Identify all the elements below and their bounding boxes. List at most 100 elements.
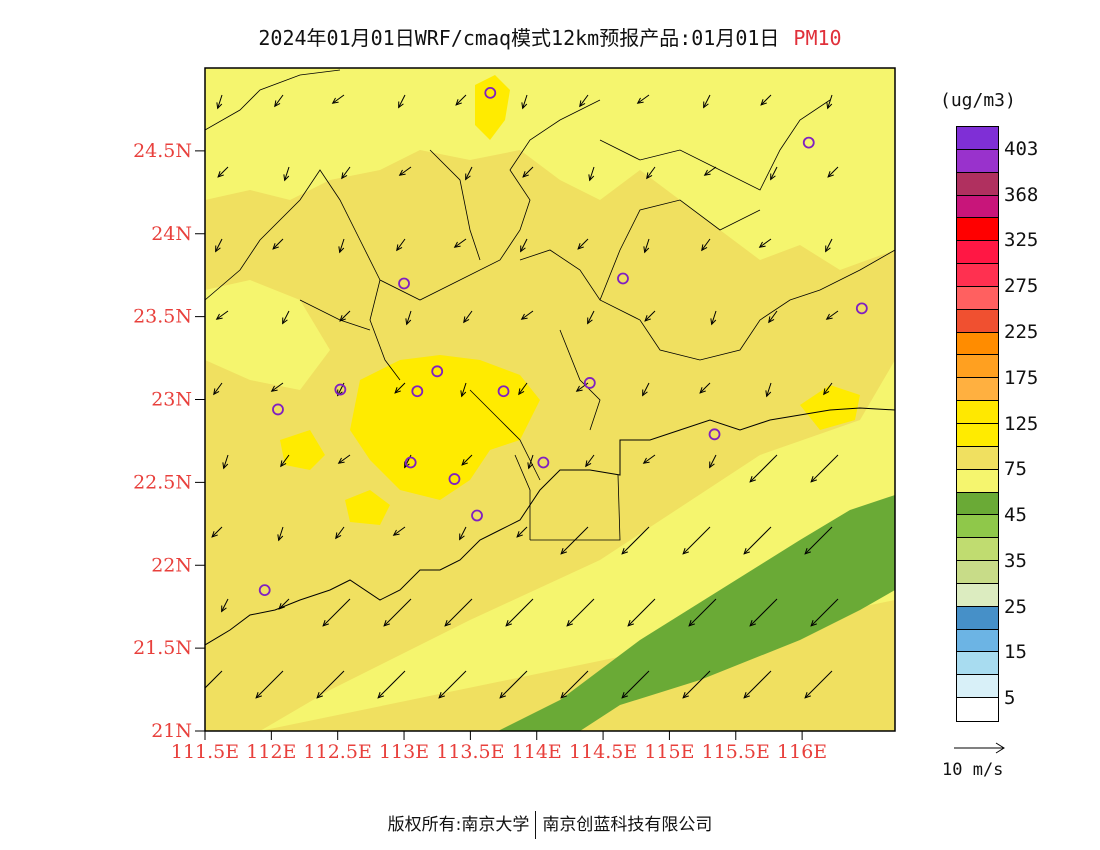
wind-arrow-head [758,241,766,248]
wind-arrow [759,238,772,248]
wind-arrow [211,526,223,538]
wind-arrow-head [825,245,831,253]
wind-arrow-head [216,102,223,110]
wind-arrow [644,310,656,322]
station-marker [497,385,510,398]
wind-arrow [394,382,406,394]
legend-tick-label: 175 [1004,366,1039,389]
wind-arrow [399,166,412,176]
wind-arrow-head [743,548,750,555]
wind-arrow-head [499,692,506,699]
wind-arrow-head [566,620,573,627]
wind-arrow-head [278,603,285,610]
wind-arrow-head [463,316,470,324]
wind-arrow [585,454,595,467]
wind-arrow [398,94,406,108]
wind-arrow [438,670,467,699]
wind-arrow-head [520,245,526,253]
wind-reference-arrow [954,742,1005,754]
wind-arrow [316,670,345,699]
wind-arrow [528,454,534,469]
wind-arrow [703,94,711,108]
wind-arrow-head [394,387,401,394]
wind-arrow-head [215,313,223,320]
legend-unit: (ug/m3) [940,90,1016,111]
wind-arrow [499,670,528,699]
legend-bin [957,149,998,173]
wind-arrow [643,454,656,464]
wind-arrow-head [710,318,717,326]
wind-arrow [461,454,473,466]
wind-arrow [215,238,223,252]
lon-tick-label: 115E [644,741,694,763]
wind-arrow-head [331,97,339,104]
wind-arrow-head [587,317,593,325]
north-low-band [205,68,895,270]
sea-low-band [260,360,895,731]
wind-arrow-head [222,462,229,470]
footer-divider [535,811,537,839]
wind-arrow [566,598,595,627]
wind-arrow-head [703,101,709,109]
legend-bin [957,423,998,447]
wind-arrow-head [213,388,220,396]
wind-arrow-head [823,388,830,396]
wind-arrow [271,382,284,392]
lat-tick-label: 24N [151,223,192,245]
wind-arrow-head [749,476,756,483]
legend-bin [957,446,998,470]
legend-tick-label: 125 [1004,412,1039,435]
wind-arrow [272,238,284,250]
longitude-axis: 111.5E 112E 112.5E 113E 113.5E 114E 114.5E 115E… [171,731,827,763]
wind-arrow [621,526,650,555]
wind-arrow [688,598,717,627]
wind-arrow [332,94,345,104]
wind-arrow-head [577,243,584,250]
wind-arrow [711,310,717,325]
lat-tick-label: 23N [151,389,192,411]
wind-arrow [339,310,351,322]
lon-tick-label: 113E [379,741,429,763]
wind-arrow-head [335,532,342,540]
wind-arrow-head [749,620,756,627]
wind-arrow-head [337,389,343,397]
station-marker [258,584,271,597]
wind-arrow-head [338,246,345,254]
wind-arrow [255,670,284,699]
wind-arrow-head [520,313,528,320]
station-marker [398,277,410,290]
wind-arrow [284,166,290,181]
wind-arrow [825,238,833,252]
wind-arrow [377,670,406,699]
wind-arrow-head [826,102,833,110]
legend-bin [957,127,998,150]
legend-bin [957,492,998,516]
wind-arrow [396,238,406,251]
wind-arrow-head [322,620,329,627]
concentration-field [205,68,895,731]
wind-arrow-head [274,100,281,108]
wind-arrow-head [527,462,534,470]
station-marker [471,509,483,522]
wind-arrow-head [770,173,776,181]
wind-arrow [627,598,656,627]
wind-arrow-head [396,244,403,252]
wind-arrow [760,94,772,106]
wind-arrow-head [804,548,811,555]
wind-arrow-head [282,317,288,325]
wind-arrow [804,526,833,555]
wind-arrow [393,526,406,536]
wind-arrow-head [461,459,468,466]
wind-arrow-head [579,100,586,108]
west-low-band [205,280,330,390]
wind-arrow [406,310,412,325]
legend-bin [957,264,998,287]
wind-arrow [518,382,528,395]
wind-arrow [459,526,467,540]
map-title: 2024年01月01日WRF/cmaq模式12km预报产品:01月01日 PM10 [0,22,1100,51]
wind-arrow [444,598,473,627]
station-marker [448,473,461,485]
wind-arrow [621,670,650,699]
wind-arrow-head [688,620,695,627]
